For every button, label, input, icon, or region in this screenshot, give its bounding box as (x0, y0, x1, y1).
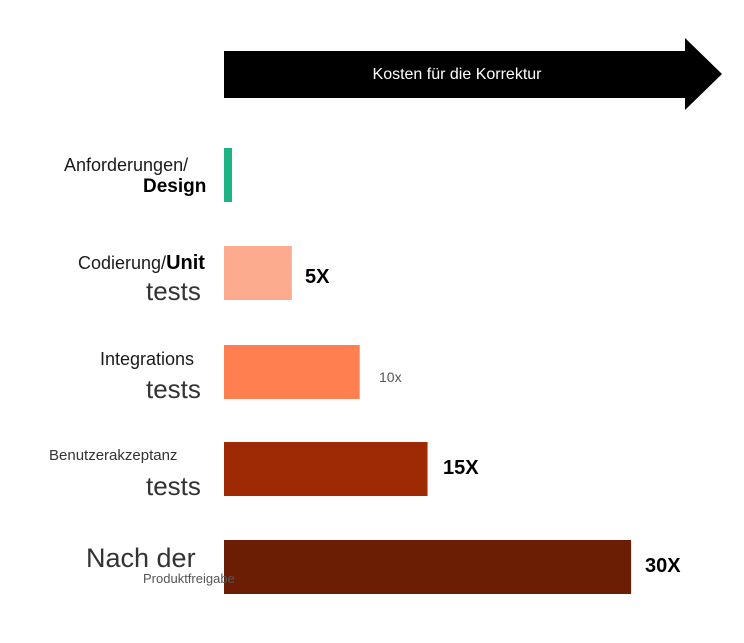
value-label-2: 5X (305, 266, 330, 288)
category-label-2-line1: Codierung/Unit (78, 252, 205, 275)
bar-2 (224, 246, 292, 300)
cost-arrow-label: Kosten für die Korrektur (373, 66, 543, 83)
category-label-5-line1: Nach der (86, 543, 196, 573)
category-label-4-line1: Benutzerakzeptanz (49, 447, 178, 464)
value-label-5: 30X (645, 555, 681, 577)
category-label-2-part-b: Unit (166, 252, 205, 274)
category-label-3-line2: tests (146, 374, 201, 404)
category-label-3-line1: Integrations (100, 349, 195, 369)
category-label-1-line2: Design (143, 176, 207, 197)
bar-4 (224, 442, 428, 496)
cost-arrow (224, 38, 722, 110)
bar-3 (224, 345, 360, 399)
category-label-4-line2: tests (146, 471, 201, 501)
category-label-5-line2: Produktfreigabe (143, 571, 235, 586)
value-label-4: 15X (443, 457, 479, 479)
category-label-1-line1: Anforderungen/ (64, 155, 189, 175)
bar-1 (224, 148, 232, 202)
value-label-3: 10x (379, 369, 402, 385)
category-label-2-part-a: Codierung/ (78, 253, 167, 273)
bar-5 (224, 540, 632, 594)
category-label-2-line2: tests (146, 276, 201, 306)
